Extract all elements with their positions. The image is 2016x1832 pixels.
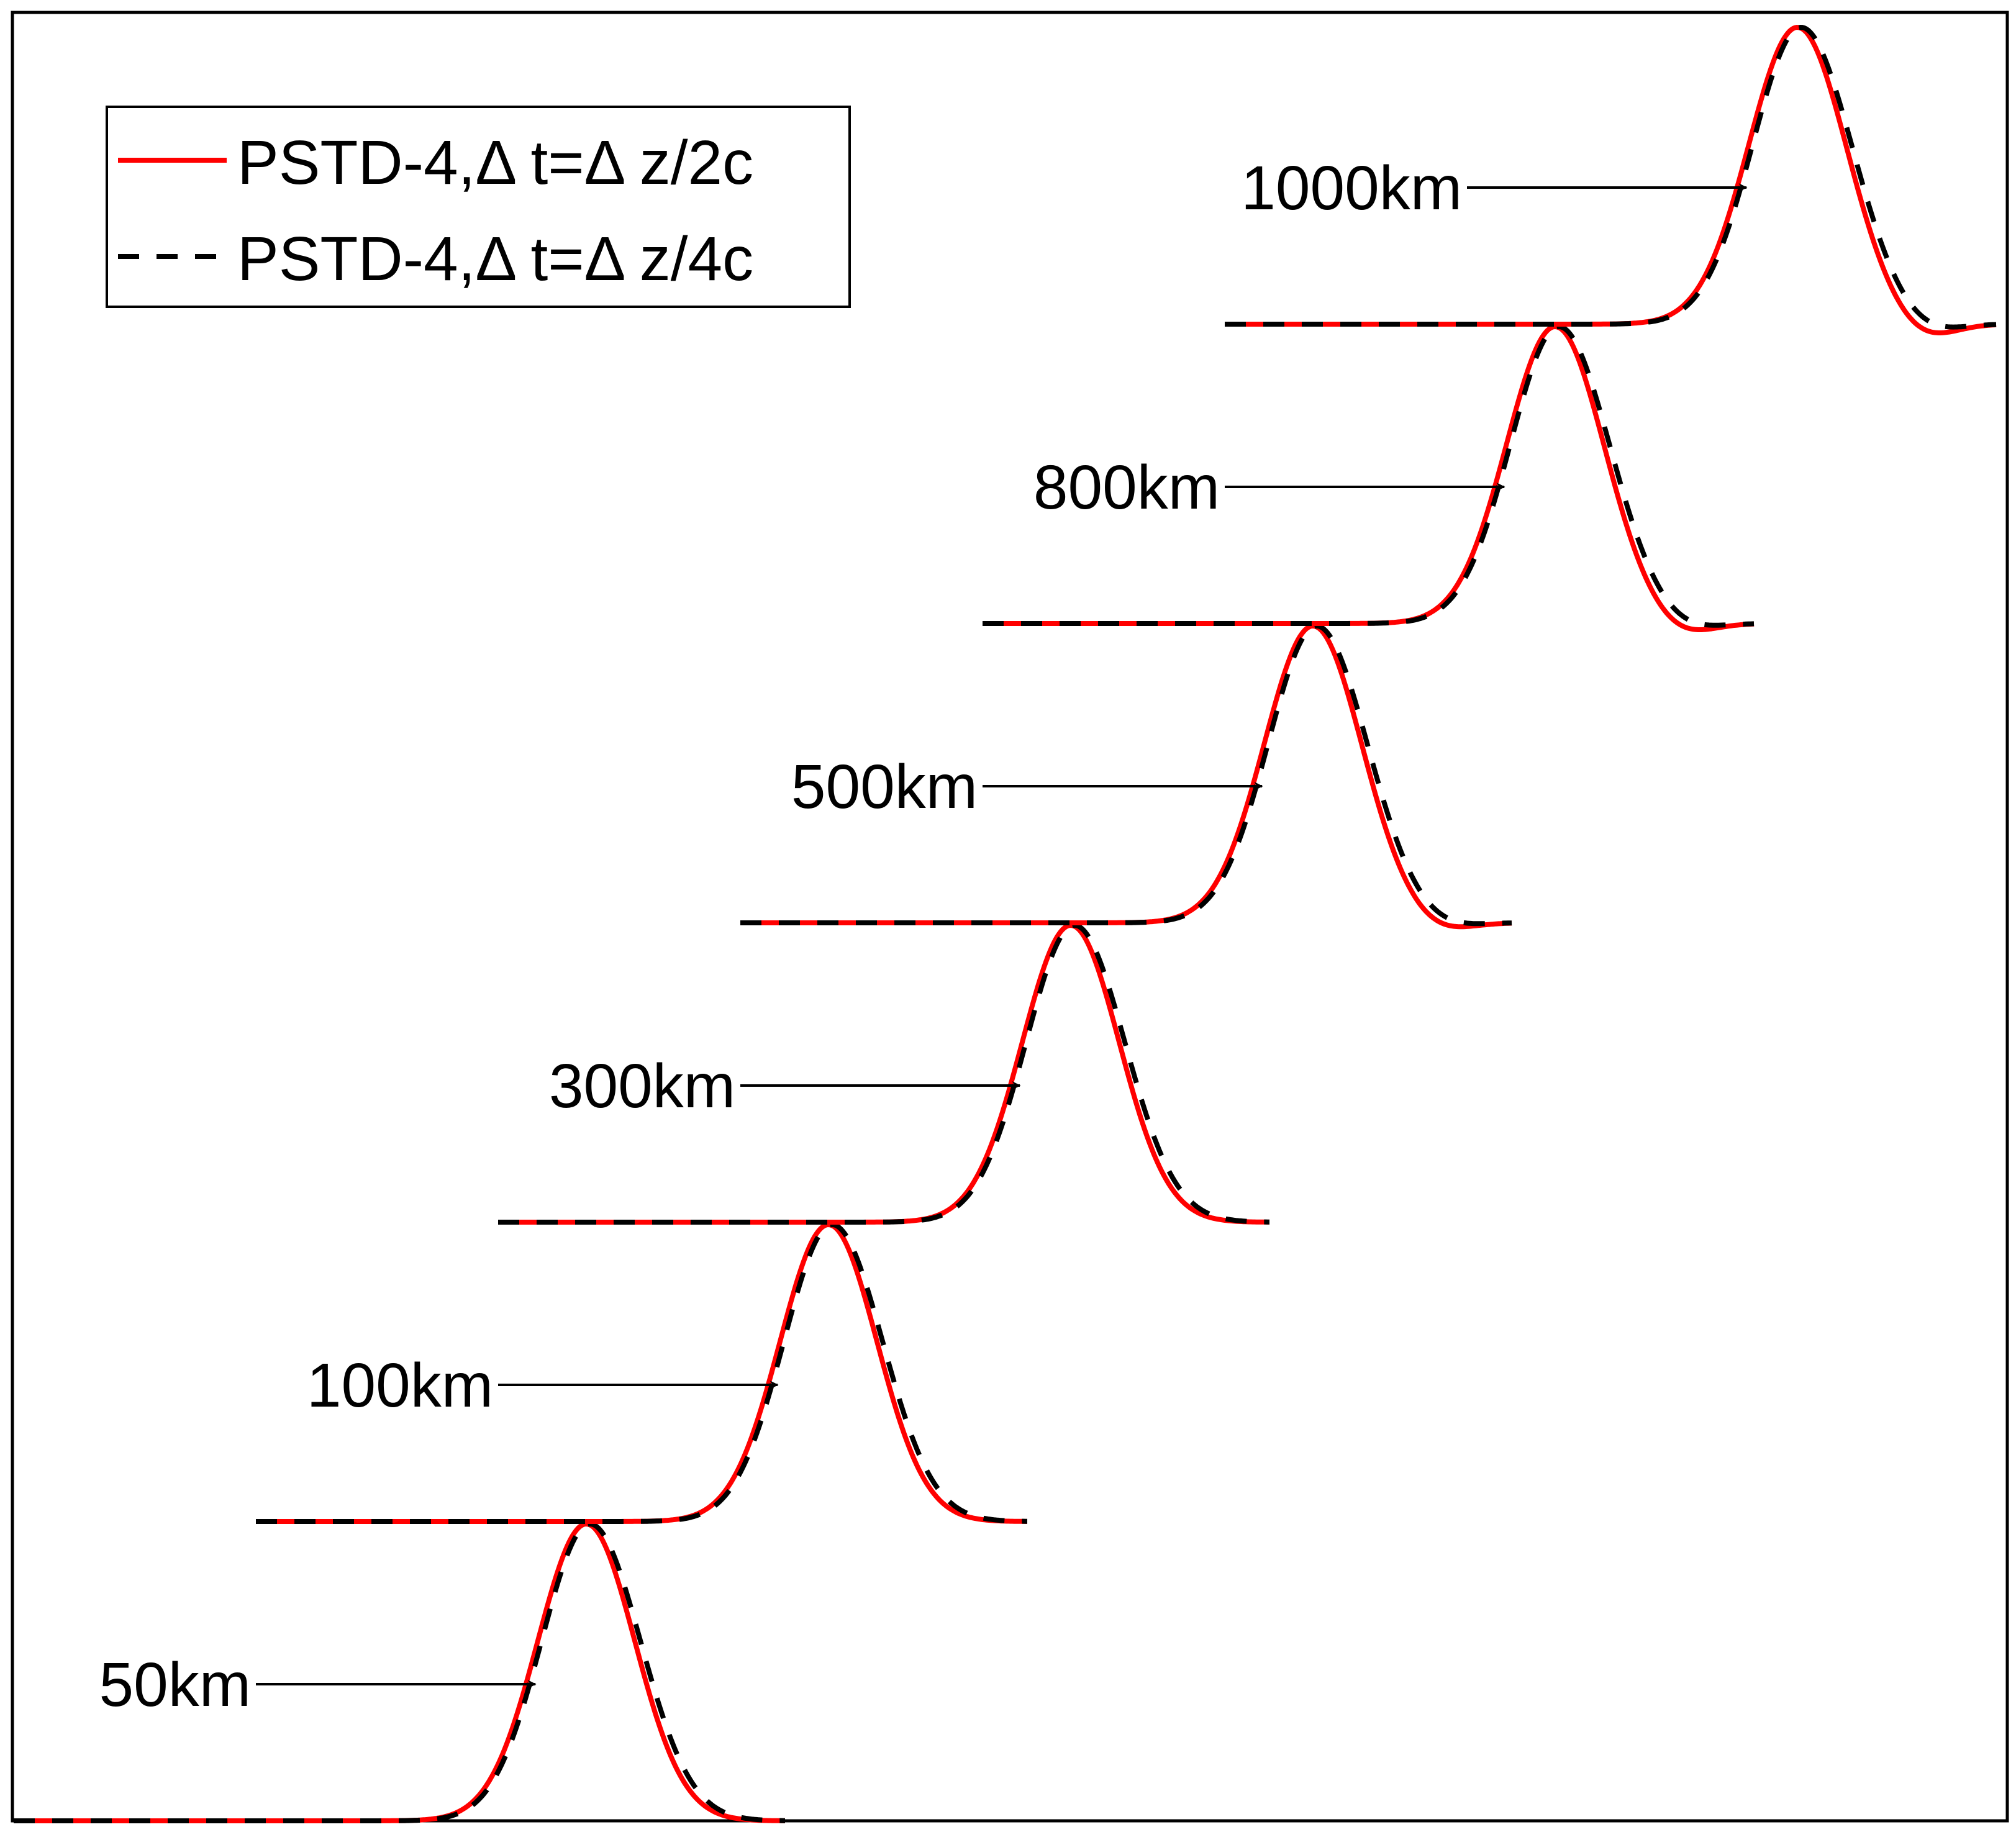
plot-frame [11,11,2009,1823]
pulse-50km [14,1521,785,1823]
pulse-1000km [1225,24,1997,335]
distance-labels: 50km 100km 300km 500km 800km 1000km [99,153,1748,1720]
pulse-300km [498,922,1269,1225]
distance-label-800km: 800km [1033,453,1220,522]
distance-label-100km: 100km [307,1351,493,1420]
series-1-line-800km [983,324,1755,628]
series-1-line-50km [14,1521,785,1823]
distance-label-50km: 50km [99,1650,251,1720]
series-1-line-300km [498,922,1269,1225]
series-1-line-500km [740,623,1512,927]
distance-label-500km: 500km [791,752,978,822]
legend: PSTD-4,Δ t=Δ z/2c PSTD-4,Δ t=Δ z/4c [106,106,851,308]
series-1-line-100km [256,1222,1027,1524]
distance-label-300km: 300km [549,1051,735,1121]
legend-label-series-0: PSTD-4,Δ t=Δ z/2c [237,128,753,197]
legend-box [106,106,851,308]
pulse-100km [256,1222,1027,1524]
pulse-500km [740,623,1512,930]
pulse-800km [983,324,1755,632]
legend-label-series-1: PSTD-4,Δ t=Δ z/4c [237,224,753,294]
series-1-line-1000km [1225,24,1997,330]
distance-label-1000km: 1000km [1241,153,1462,223]
waveform-curves [14,24,1997,1823]
